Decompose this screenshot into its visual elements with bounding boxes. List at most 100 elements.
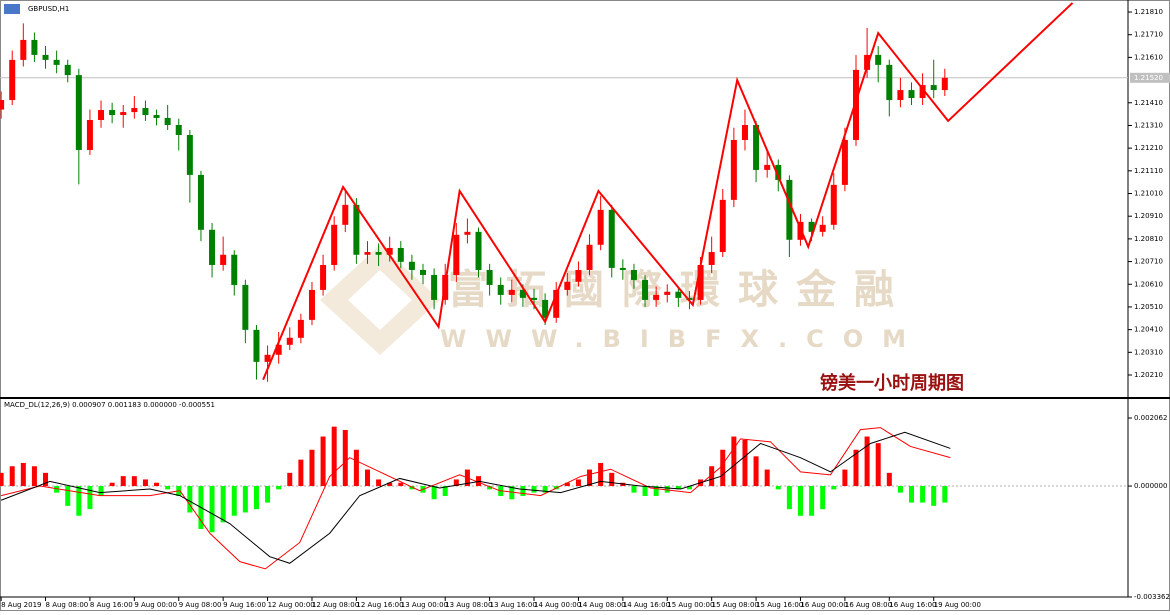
annotation: 镑美一小时周期图 [820,372,964,394]
macd-signal-line [0,427,951,570]
candle-body [875,54,882,65]
candle-body [0,100,5,110]
candle-body [897,90,904,101]
x-tick-label: 14 Aug 00:00 [534,601,581,609]
macd-histogram-bar [542,486,548,493]
y-tick-label: 1.20310 [1134,348,1163,356]
x-tick-label: 13 Aug 16:00 [490,601,537,609]
candle-body [231,254,238,285]
candle-body [64,64,71,76]
y-tick-label: 1.21210 [1134,144,1163,152]
macd-histogram-bar [686,486,692,490]
macd-histogram-bar [43,472,49,487]
macd-histogram-bar [675,486,681,490]
macd-histogram-bar [609,472,615,487]
candle-body [175,124,182,135]
candle-body [497,284,504,295]
macd-histogram-bar [287,472,293,487]
macd-histogram-bar [242,486,248,513]
macd-histogram-bar [742,439,748,487]
candle-body [331,224,338,265]
candle-body [886,64,893,101]
candle-body [153,115,160,118]
macd-histogram-bar [142,479,148,487]
macd-histogram-bar [731,436,737,487]
candle-body [675,291,682,298]
macd-histogram-bar [342,429,348,487]
candle-body [519,289,526,298]
y-tick-label: 1.21610 [1134,53,1163,61]
x-tick-label: 15 Aug 00:00 [667,601,714,609]
macd-histogram-bar [54,486,60,493]
macd-histogram-bar [575,479,581,487]
candle-body [242,284,249,330]
y-tick-label: 1.20810 [1134,235,1163,243]
macd-main-line [0,431,951,564]
candle-body [397,247,404,262]
macd-label: MACD_DL(12,26,9) 0.000907 0.001183 0.000… [4,401,215,409]
candle-body [730,139,737,200]
x-tick-label: 15 Aug 16:00 [756,601,803,609]
macd-histogram-bar [387,482,393,487]
zigzag-line [262,2,1074,381]
macd-histogram-bar [842,469,848,487]
candle-body [431,274,438,300]
macd-histogram-bar [587,469,593,487]
candle-body [608,209,615,268]
x-tick-label: 16 Aug 08:00 [845,601,892,609]
x-tick-label: 8 Aug 16:00 [90,601,133,609]
candle-body [186,134,193,175]
candle-body [42,54,49,60]
y-tick-label: 1.20710 [1134,258,1163,266]
candle-body [86,120,93,150]
candle-body [386,247,393,255]
y-tick-label: 1.21110 [1134,167,1163,175]
x-tick-label: 12 Aug 16:00 [356,601,403,609]
macd-histogram-bar [253,486,259,510]
macd-histogram-bar [520,486,526,496]
candle-body [819,224,826,232]
candle-body [220,254,227,265]
x-tick-label: 12 Aug 00:00 [268,601,315,609]
macd-histogram-bar [453,479,459,487]
candle-body [575,269,582,282]
candle-body [486,269,493,285]
candle-body [597,209,604,245]
x-tick-label: 13 Aug 00:00 [401,601,448,609]
candle-body [98,110,105,121]
candle-body [131,107,138,113]
candle-body [830,184,837,225]
macd-histogram-bar [853,449,859,487]
candle-body [542,299,549,318]
macd-histogram-bar [20,462,26,487]
macd-histogram-bar [231,486,237,516]
candle-body [53,59,60,65]
candle-body [664,291,671,295]
macd-histogram-bar [65,486,71,506]
candle-body [120,112,127,116]
macd-histogram-bar [98,486,104,496]
macd-histogram-bar [487,486,493,490]
macd-histogram-bar [87,486,93,510]
x-tick-label: 12 Aug 08:00 [312,601,359,609]
x-tick-label: 9 Aug 08:00 [179,601,222,609]
y-tick-label: 1.20510 [1134,303,1163,311]
macd-histogram-bar [76,486,82,516]
macd-histogram-bar [509,486,515,500]
macd-histogram-bar [409,486,415,490]
candle-body [475,231,482,270]
macd-histogram-bar [942,486,948,503]
macd-histogram-bar [598,462,604,487]
macd-histogram-bar [353,449,359,487]
macd-histogram-bar [797,486,803,516]
watermark-url: WWW.BIBFX.COM [440,325,925,353]
y-tick-label: 1.20210 [1134,371,1163,379]
candle-body [408,261,415,270]
macd-histogram-bar [753,456,759,487]
macd-histogram-bar [364,469,370,487]
macd-histogram-bar [664,486,670,493]
macd-histogram-bar [809,486,815,516]
candle-body [852,69,859,140]
